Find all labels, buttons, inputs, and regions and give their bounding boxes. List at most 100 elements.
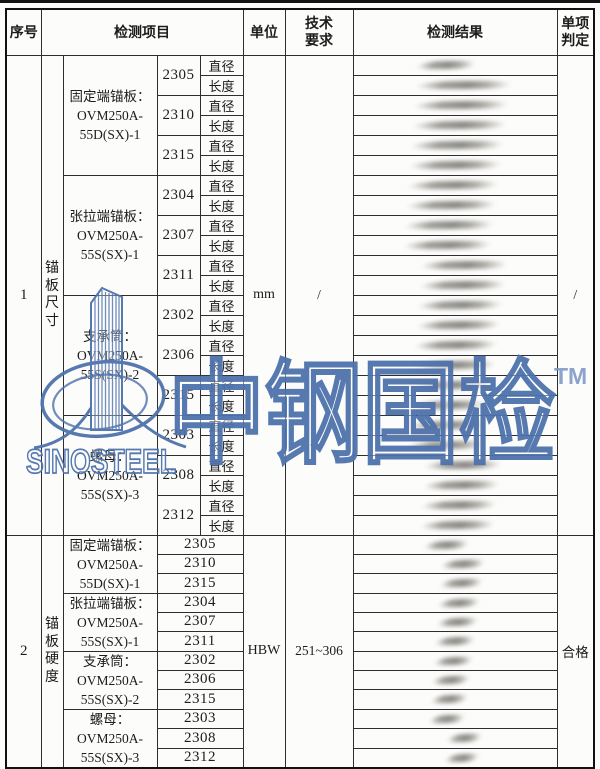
specimen-number: 2308 bbox=[156, 454, 201, 496]
redacted-result-smudge bbox=[432, 656, 474, 665]
table-row: 螺母： OVM250A- 55S(SX)-3 2303 bbox=[6, 708, 594, 768]
category-char: 寸 bbox=[45, 313, 59, 329]
redacted-result-smudge bbox=[413, 81, 513, 89]
group-label-line: 55S(SX)-1 bbox=[80, 633, 140, 649]
redacted-result-smudge bbox=[417, 281, 507, 289]
specimen-number: 2315 bbox=[156, 573, 244, 594]
result-cell bbox=[352, 94, 558, 116]
specimen-number: 2306 bbox=[156, 669, 244, 691]
result-cell bbox=[352, 74, 558, 96]
result-cell bbox=[352, 514, 558, 536]
col-header-judgment: 单项 判定 bbox=[556, 8, 595, 56]
specimen-number: 2303 bbox=[156, 414, 201, 456]
result-cell bbox=[352, 728, 558, 749]
table-row: 2308 bbox=[6, 728, 594, 749]
group-label-line: OVM250A- bbox=[77, 227, 143, 243]
table-row: 2307 直径 bbox=[6, 214, 594, 256]
dimension-type-label: 直径 bbox=[199, 54, 244, 76]
dimension-type-label: 直径 bbox=[199, 254, 244, 276]
specimen-number: 2302 bbox=[156, 650, 244, 671]
redacted-result-smudge bbox=[416, 301, 504, 309]
result-cell bbox=[352, 474, 558, 496]
redacted-result-smudge bbox=[423, 461, 503, 469]
result-cell bbox=[352, 194, 558, 216]
result-cell bbox=[352, 54, 558, 76]
specimen-number: 2302 bbox=[156, 294, 201, 336]
dimension-type-label: 长度 bbox=[199, 474, 244, 496]
table-row: 长度 bbox=[6, 354, 594, 376]
table-row: 2 锚板硬度固定端锚板： OVM250A- 55D(SX)-1 2305 HBW 251~3… bbox=[5, 534, 595, 768]
category-label: 锚板尺寸 bbox=[40, 54, 64, 536]
group-label-line: 55D(SX)-1 bbox=[79, 126, 141, 142]
table-row: 1 锚板尺寸固定端锚板： OVM250A- 55D(SX)-1 2305 直径 mm / / bbox=[5, 54, 595, 536]
specimen-number: 2303 bbox=[156, 708, 244, 729]
result-cell bbox=[352, 414, 558, 436]
requirement-value: 251~306 bbox=[284, 534, 354, 768]
table-row: 长度 bbox=[6, 194, 594, 216]
result-cell bbox=[352, 592, 558, 613]
redacted-result-smudge bbox=[414, 321, 502, 329]
result-cell bbox=[352, 114, 558, 136]
category-char: 尺 bbox=[45, 296, 59, 311]
category-char: 硬 bbox=[45, 652, 59, 667]
result-cell bbox=[352, 494, 558, 516]
col-header-serial: 序号 bbox=[5, 8, 42, 56]
requirement-value: / bbox=[284, 54, 354, 536]
result-cell bbox=[352, 534, 558, 555]
category-char: 锚 bbox=[45, 261, 59, 276]
redacted-result-smudge bbox=[407, 161, 503, 169]
group-label-line: OVM250A- bbox=[77, 730, 143, 746]
redacted-result-smudge bbox=[401, 241, 493, 249]
category-label: 锚板硬度 bbox=[40, 534, 64, 768]
report-table-body: 1 锚板尺寸固定端锚板： OVM250A- 55D(SX)-1 2305 直径 mm / / 长度… bbox=[5, 54, 595, 768]
table-row: 张拉端锚板： OVM250A- 55S(SX)-1 2304 bbox=[6, 592, 594, 652]
dimension-type-label: 直径 bbox=[199, 214, 244, 236]
redacted-result-smudge bbox=[429, 695, 469, 704]
group-label-line: 55D(SX)-1 bbox=[79, 575, 141, 591]
result-cell bbox=[352, 631, 558, 652]
table-row: 2315 bbox=[6, 573, 594, 594]
result-cell bbox=[352, 669, 558, 691]
redacted-result-smudge bbox=[411, 361, 497, 369]
redacted-result-smudge bbox=[422, 540, 470, 549]
redacted-result-smudge bbox=[437, 598, 481, 607]
specimen-number: 2305 bbox=[156, 54, 201, 96]
serial-number: 1 bbox=[5, 54, 42, 536]
redacted-result-smudge bbox=[410, 381, 494, 389]
specimen-number: 2305 bbox=[156, 534, 244, 555]
col-header-test-item: 检测项目 bbox=[40, 8, 244, 56]
specimen-number: 2307 bbox=[156, 611, 244, 633]
redacted-result-smudge bbox=[434, 637, 476, 646]
dimension-type-label: 长度 bbox=[199, 74, 244, 96]
unit-value: HBW bbox=[242, 534, 286, 768]
specimen-number: 2315 bbox=[156, 689, 244, 710]
group-label-line: 固定端锚板： bbox=[69, 88, 151, 104]
group-label-line: 螺母： bbox=[89, 448, 131, 464]
result-cell bbox=[352, 214, 558, 236]
result-cell bbox=[352, 254, 558, 276]
result-cell bbox=[352, 274, 558, 296]
redacted-result-smudge bbox=[407, 421, 489, 429]
group-label-line: OVM250A- bbox=[77, 347, 143, 363]
table-row: 2311 bbox=[6, 631, 594, 652]
table-row: 2306 直径 bbox=[6, 334, 594, 376]
dimension-type-label: 长度 bbox=[199, 514, 244, 536]
result-cell bbox=[352, 234, 558, 256]
category-char: 板 bbox=[45, 634, 59, 650]
table-row: 长度 bbox=[6, 114, 594, 136]
category-char: 度 bbox=[45, 669, 59, 685]
dimension-type-label: 长度 bbox=[199, 434, 244, 456]
table-header-row: 序号 检测项目 单位 技术 要求 检测结果 单项 判定 bbox=[5, 8, 595, 56]
result-cell bbox=[352, 134, 558, 156]
group-label-line: 支承筒： bbox=[83, 328, 137, 344]
redacted-result-smudge bbox=[409, 141, 505, 149]
redacted-result-smudge bbox=[428, 714, 466, 723]
specimen-number: 2310 bbox=[156, 94, 201, 136]
dimension-type-label: 直径 bbox=[199, 294, 244, 316]
col-header-requirement: 技术 要求 bbox=[284, 8, 354, 56]
group-label-line: OVM250A- bbox=[77, 107, 143, 123]
redacted-result-smudge bbox=[408, 401, 492, 409]
redacted-result-smudge bbox=[415, 61, 477, 69]
group-label: 张拉端锚板： OVM250A- 55S(SX)-1 bbox=[62, 174, 158, 296]
table-row: 2315 bbox=[6, 689, 594, 710]
